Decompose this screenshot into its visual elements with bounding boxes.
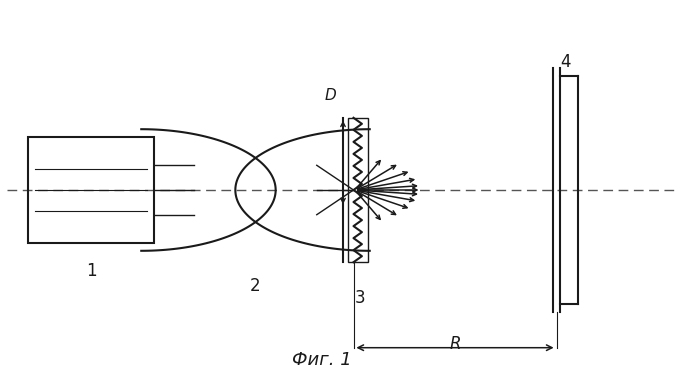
Text: 4: 4 xyxy=(560,53,570,71)
Text: 1: 1 xyxy=(85,262,97,280)
Text: R: R xyxy=(449,336,461,353)
Text: 3: 3 xyxy=(355,289,366,307)
Text: Фиг. 1: Фиг. 1 xyxy=(292,351,352,369)
Bar xyxy=(348,118,368,262)
Bar xyxy=(28,137,154,243)
Text: 2: 2 xyxy=(250,277,261,295)
Text: D: D xyxy=(325,88,336,103)
